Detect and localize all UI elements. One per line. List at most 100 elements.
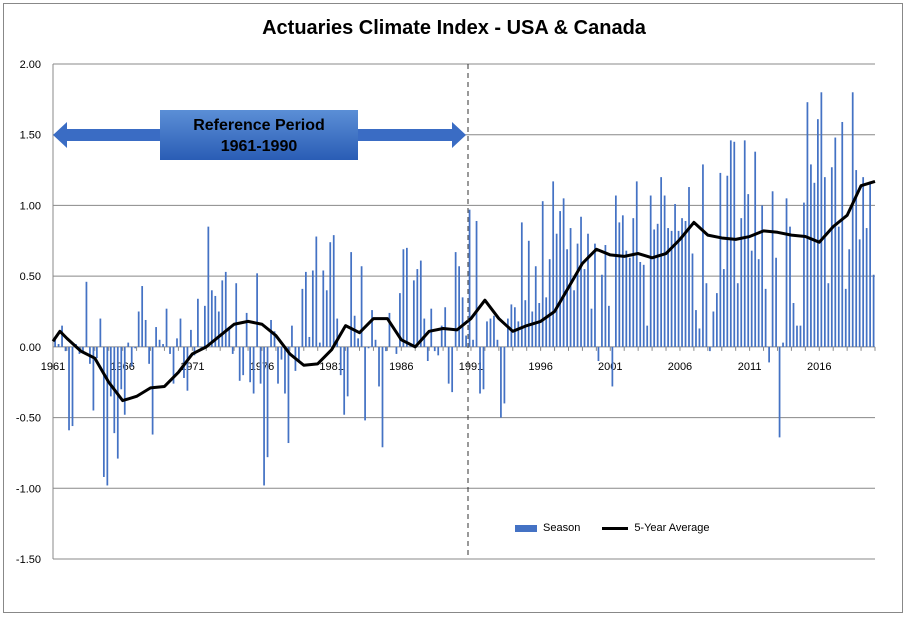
season-bar [273,331,276,347]
season-bar [454,252,457,347]
season-bar [311,270,314,347]
legend-swatch-average [602,526,629,530]
season-bar [653,229,656,347]
season-bar [810,164,812,347]
season-bar [82,346,84,352]
season-bar [416,269,419,347]
season-bar [841,121,844,347]
y-tick-label: -1.00 [16,483,41,495]
season-bar [472,339,474,347]
season-bar [249,346,252,383]
season-bar [573,290,575,347]
season-bar [736,283,739,347]
legend-label-season: Season [543,522,581,534]
x-tick-label: 2006 [668,361,692,373]
season-bar [406,247,408,347]
season-bar [193,346,196,356]
season-bar [792,303,795,347]
season-bar [670,230,673,347]
season-bar [799,325,802,347]
season-bar [674,204,676,347]
season-bar [479,346,481,394]
season-bar [837,226,840,347]
season-bar [190,329,192,347]
season-bar [127,342,130,347]
season-bar [158,339,161,347]
season-bar [426,346,429,361]
season-bar [789,226,791,347]
season-bar [823,177,826,347]
season-bar [513,307,516,347]
season-bar [813,182,816,347]
season-bar [109,346,112,397]
season-bar [176,338,178,347]
season-bar [475,220,478,347]
season-bar [458,266,460,347]
season-bar [231,346,234,354]
season-bar [796,325,798,347]
season-bar [806,102,809,347]
season-bar [830,167,833,347]
season-bar [367,346,370,349]
season-bar [304,271,307,347]
season-bar [287,346,290,444]
season-bar [517,321,520,347]
season-bar [378,346,380,387]
season-bar [827,283,830,347]
season-bar [848,249,851,347]
season-bar [844,288,847,347]
season-bar [740,218,743,347]
season-bar [566,249,568,347]
season-bar [343,346,346,415]
season-bar [430,308,433,347]
season-bar [520,222,523,347]
season-bar [614,195,617,347]
legend-label-average: 5-Year Average [634,522,710,534]
season-bar [507,318,509,347]
season-bar [576,243,579,347]
season-bar [562,198,565,347]
season-bar [667,228,669,347]
season-bar [399,293,401,347]
season-bar [54,339,56,347]
season-bar [461,297,464,347]
season-bar [628,257,631,347]
season-bar [569,228,572,347]
season-bar [660,177,663,347]
season-bar [186,346,189,391]
season-bar [527,240,530,347]
season-bar [726,175,729,347]
season-bar [151,346,154,435]
season-bar [855,170,858,347]
season-bar [172,346,175,384]
season-bar [291,325,293,347]
season-bar [364,346,366,421]
season-bar [510,304,513,347]
y-tick-label: 0.50 [20,271,41,283]
season-bar [134,346,137,349]
season-bar [719,172,722,347]
x-tick-label: 1986 [389,361,413,373]
season-bar [782,342,784,347]
season-bar [277,346,279,384]
season-bar [604,245,607,347]
season-bar [256,273,258,347]
y-tick-label: 1.00 [20,200,41,212]
season-bar [395,346,398,354]
season-bar [120,346,123,390]
season-bar [747,194,750,347]
season-bar [691,253,694,347]
season-bar [611,346,614,387]
season-bar [444,307,447,347]
season-bar [785,198,788,347]
reference-period-label: Reference Period [193,117,325,134]
season-bar [322,270,325,347]
season-bar [709,346,711,352]
season-bar [141,286,144,347]
season-bar [865,228,868,347]
season-bar [681,218,683,347]
season-bar [587,233,589,347]
legend: Season 5-Year Average [515,522,710,534]
season-bar [252,346,255,394]
season-bar [61,325,63,347]
